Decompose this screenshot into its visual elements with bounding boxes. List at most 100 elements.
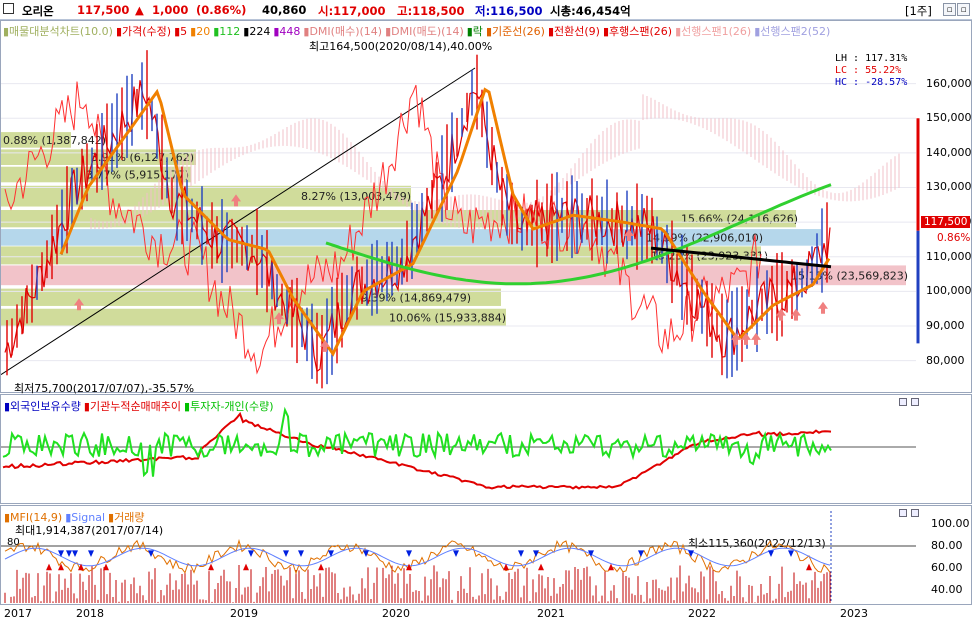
mfi-level-label: 80 [7, 537, 20, 548]
mfi-line [4, 538, 831, 575]
volume-max-label: 최대1,914,387(2017/07/14) [15, 524, 164, 537]
mfi-legend-item-1[interactable]: ▮Signal [65, 511, 106, 524]
main-legend-item-4[interactable]: ▮112 [213, 25, 241, 38]
main-legend: ▮매물대분석차트(10.0) ▮가격(수정) ▮5 ▮20 ▮112 ▮224 ▮448 ▮D… [3, 23, 833, 39]
volume-profile-label-8: 9.39% (14,869,479) [361, 291, 471, 304]
main-legend-item-1[interactable]: ▮가격(수정) [115, 25, 172, 38]
ma112-line [325, 183, 832, 286]
investor-flow-panel[interactable]: ▮외국인보유수량 ▮기관누적순매매추이 ▮투자자-개인(수량) [0, 394, 972, 504]
mfi-buy-arrow-icon [538, 563, 544, 571]
maximize-button[interactable]: ▫ [957, 3, 970, 16]
mfi-sell-arrow-icon [688, 550, 694, 557]
mfi-buy-arrow-icon [406, 563, 412, 571]
mfi-sell-arrow-icon [72, 550, 78, 557]
flow-panel-close-button[interactable] [911, 398, 919, 406]
main-legend-item-14[interactable]: ▮선행스팬2(52) [754, 25, 831, 38]
mfi-chart-svg[interactable] [1, 506, 971, 604]
mfi-panel-expand-button[interactable] [899, 509, 907, 517]
chart-title-bar: 오리온 117,500 ▲ 1,000 (0.86%) 40,860 시:117… [0, 0, 972, 20]
mfi-panel-close-button[interactable] [911, 509, 919, 517]
main-legend-item-3[interactable]: ▮20 [190, 25, 211, 38]
max-price-label: 최고164,500(2020/08/14),40.00% [309, 40, 493, 53]
price-axis-label: 160,000 [926, 76, 972, 90]
volume-profile-band-6 [1, 246, 761, 265]
flow-legend-item-1[interactable]: ▮기관누적순매매추이 [83, 400, 182, 413]
buy-signal-arrow-icon [74, 298, 84, 311]
time-axis-label: 2023 [840, 607, 868, 620]
price-change: 1,000 [152, 3, 189, 17]
mfi-sell-arrow-icon [533, 550, 539, 557]
mfi-sell-arrow-icon [58, 550, 64, 557]
flow-legend-item-0[interactable]: ▮외국인보유수량 [4, 400, 81, 413]
mfi-sell-arrow-icon [638, 550, 644, 557]
main-legend-item-6[interactable]: ▮448 [273, 25, 301, 38]
price-axis-label: 90,000 [926, 319, 965, 333]
window-checkbox-icon[interactable] [3, 3, 14, 14]
price-panel[interactable]: ▮매물대분석차트(10.0) ▮가격(수정) ▮5 ▮20 ▮112 ▮224 ▮448 ▮D… [0, 20, 972, 395]
volume-profile-label-7: 15.13% (23,569,823) [791, 269, 908, 282]
buy-signal-arrow-icon [320, 339, 330, 352]
mfi-sell-arrow-icon [453, 550, 459, 557]
market-cap: 시총:46,454억 [550, 4, 631, 18]
mfi-buy-arrow-icon [78, 563, 84, 571]
flow-chart-svg[interactable] [1, 395, 971, 503]
low-price: 저:116,500 [475, 4, 543, 18]
price-chart-svg[interactable]: 0.88% (1,387,842)3.91% (6,127,762)3.77% … [1, 21, 971, 392]
mfi-volume-panel[interactable]: ▮MFI(14,9) ▮Signal ▮거래량 최대1,914,387(2017/0… [0, 505, 972, 605]
mfi-axis-label: 60.00 [931, 561, 963, 574]
mfi-axis-label: 100.00 [931, 517, 970, 530]
buy-signal-arrow-icon [624, 228, 634, 241]
buy-signal-arrow-icon [274, 312, 284, 325]
mfi-sell-arrow-icon [518, 550, 524, 557]
time-axis-label: 2022 [688, 607, 716, 620]
main-legend-item-7[interactable]: ▮DMI(매수)(14) [303, 25, 383, 38]
mfi-signal-line [4, 547, 831, 567]
main-legend-item-13[interactable]: ▮선행스팬1(26) [675, 25, 752, 38]
mfi-min-label: 최소115,360(2022/12/13) [688, 537, 826, 550]
mfi-sell-arrow-icon [363, 550, 369, 557]
mfi-sell-arrow-icon [88, 550, 94, 557]
mfi-sell-arrow-icon [588, 550, 594, 557]
period-selector[interactable]: [1주] [905, 4, 932, 18]
current-price: 117,500 [77, 3, 130, 17]
buy-signal-arrow-icon [741, 332, 751, 345]
main-legend-item-8[interactable]: ▮DMI(매도)(14) [385, 25, 464, 38]
lc-value: LC : 55.22% [835, 65, 902, 76]
mfi-buy-arrow-icon [608, 563, 614, 571]
buy-signal-arrow-icon [231, 194, 241, 207]
mfi-buy-arrow-icon [208, 563, 214, 571]
main-legend-item-11[interactable]: ▮전환선(9) [547, 25, 600, 38]
volume-profile-band-4 [1, 210, 796, 228]
price-change-pct: (0.86%) [196, 3, 247, 17]
mfi-sell-arrow-icon [66, 550, 72, 557]
flow-panel-expand-button[interactable] [899, 398, 907, 406]
mfi-legend: ▮MFI(14,9) ▮Signal ▮거래량 [4, 509, 147, 525]
main-legend-item-9[interactable]: ▮락 [466, 25, 483, 38]
buy-signal-arrow-icon [791, 308, 801, 321]
mfi-sell-arrow-icon [406, 550, 412, 557]
flow-legend-item-2[interactable]: ▮투자자-개인(수량) [184, 400, 274, 413]
price-axis-label: 140,000 [926, 145, 972, 159]
price-axis-label: 80,000 [926, 353, 965, 367]
main-legend-item-2[interactable]: ▮5 [174, 25, 188, 38]
time-axis-label: 2021 [537, 607, 565, 620]
mfi-axis-label: 80.00 [931, 539, 963, 552]
mfi-legend-item-2[interactable]: ▮거래량 [108, 511, 145, 524]
main-legend-item-0[interactable]: ▮매물대분석차트(10.0) [3, 25, 113, 38]
minimize-button[interactable]: ▫ [943, 3, 956, 16]
mfi-sell-arrow-icon [248, 550, 254, 557]
volume-profile-label-6: 15.23% (23,923,331) [651, 249, 768, 262]
time-axis-label: 2018 [76, 607, 104, 620]
stock-name[interactable]: 오리온 [22, 4, 54, 18]
high-price: 고:118,500 [397, 4, 465, 18]
individual-investor-line [2, 406, 832, 478]
volume-profile-label-3: 8.27% (13,003,479) [301, 190, 411, 203]
volume-profile-band-3 [1, 185, 411, 207]
mfi-sell-arrow-icon [283, 550, 289, 557]
main-legend-item-5[interactable]: ▮224 [243, 25, 271, 38]
time-axis-label: 2019 [230, 607, 258, 620]
mfi-legend-item-0[interactable]: ▮MFI(14,9) [4, 511, 63, 524]
main-legend-item-12[interactable]: ▮후행스팬(26) [602, 25, 673, 38]
time-axis-label: 2017 [4, 607, 32, 620]
main-legend-item-10[interactable]: ▮기준선(26) [485, 25, 545, 38]
